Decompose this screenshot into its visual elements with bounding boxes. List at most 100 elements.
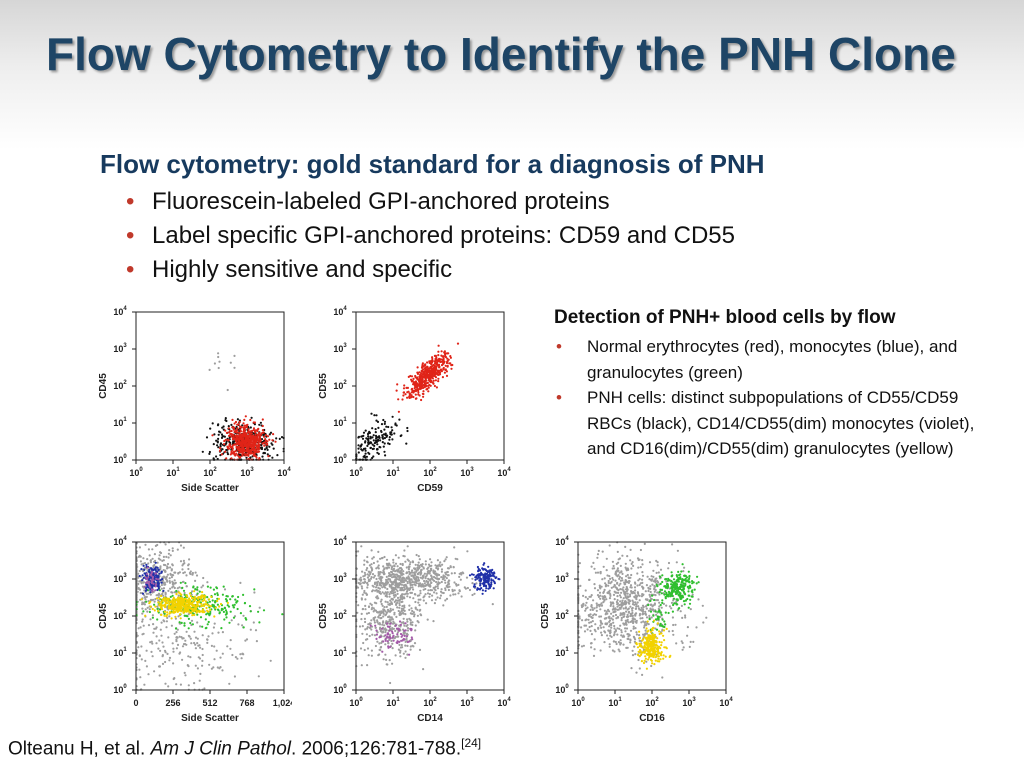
data-point [488, 573, 491, 576]
data-point [404, 656, 407, 659]
data-point [393, 611, 396, 614]
data-point [425, 579, 428, 583]
data-point [179, 596, 182, 599]
data-point [230, 423, 233, 426]
data-point [382, 565, 385, 568]
data-point [608, 645, 611, 648]
data-point [426, 618, 429, 621]
data-point [238, 433, 241, 436]
data-point [168, 577, 171, 580]
data-point [631, 561, 634, 564]
data-point [624, 562, 627, 565]
data-point [388, 583, 391, 586]
data-point [250, 444, 253, 447]
data-point [363, 559, 366, 562]
data-point [150, 574, 153, 577]
data-point [254, 429, 257, 432]
data-point [228, 443, 231, 446]
data-point [245, 638, 249, 641]
data-point [430, 363, 433, 366]
data-point [193, 613, 196, 617]
data-point [436, 596, 439, 599]
data-point [428, 378, 431, 381]
data-point [364, 449, 367, 452]
data-point [645, 660, 648, 663]
data-point [144, 543, 147, 546]
data-point [226, 445, 229, 448]
data-point [484, 580, 487, 583]
data-point [440, 570, 443, 573]
data-point [473, 583, 476, 586]
data-point [156, 597, 159, 600]
data-point [187, 599, 190, 602]
data-point [184, 604, 187, 607]
data-point [410, 378, 413, 381]
data-point [479, 580, 482, 583]
data-point [141, 612, 144, 615]
data-point [684, 616, 687, 619]
data-point [266, 453, 269, 456]
data-point [201, 634, 204, 637]
x-axis-label: CD59 [417, 483, 443, 494]
data-point [205, 613, 208, 616]
data-point [394, 624, 397, 627]
data-point [183, 671, 186, 674]
data-point [407, 568, 410, 571]
data-point [401, 605, 404, 608]
data-point [382, 445, 385, 448]
data-point [160, 594, 163, 598]
y-tick-label: 103 [113, 343, 127, 354]
data-point [385, 658, 388, 661]
data-point [253, 445, 256, 448]
data-point [179, 683, 182, 686]
data-point [436, 583, 439, 586]
data-point [392, 581, 395, 584]
data-point [238, 420, 241, 424]
data-point [689, 608, 692, 611]
data-point [437, 354, 440, 357]
data-point [198, 644, 201, 647]
data-point [173, 632, 176, 635]
data-point [217, 631, 220, 634]
data-point [397, 398, 400, 401]
data-point [244, 617, 247, 620]
data-point [680, 604, 683, 607]
data-point [423, 572, 426, 575]
data-point [379, 439, 382, 442]
data-point [161, 593, 164, 596]
data-point [241, 624, 244, 627]
data-point [232, 441, 235, 444]
data-point [453, 572, 456, 575]
data-points [201, 352, 285, 461]
data-point [414, 624, 417, 627]
data-point [383, 624, 386, 627]
data-point [243, 424, 246, 427]
data-point [193, 641, 196, 645]
data-point [435, 386, 438, 389]
data-point [590, 604, 593, 607]
data-point [383, 628, 386, 631]
data-point [151, 642, 154, 645]
data-point [446, 570, 449, 574]
x-tick-label: 103 [460, 697, 474, 708]
data-point [378, 642, 381, 645]
data-point [253, 443, 256, 446]
data-point [415, 553, 418, 557]
data-point [189, 594, 192, 598]
data-point [151, 614, 154, 617]
data-point [141, 602, 145, 605]
data-point [401, 634, 404, 637]
data-point [158, 665, 161, 668]
data-point [605, 557, 608, 560]
data-point [171, 547, 174, 550]
data-point [371, 590, 374, 593]
x-tick-label: 768 [239, 698, 254, 708]
data-point [398, 606, 401, 609]
data-point [228, 621, 231, 624]
data-point [636, 601, 639, 604]
data-point [417, 391, 420, 394]
data-point [160, 613, 163, 616]
data-point [427, 563, 431, 566]
data-point [440, 350, 443, 353]
